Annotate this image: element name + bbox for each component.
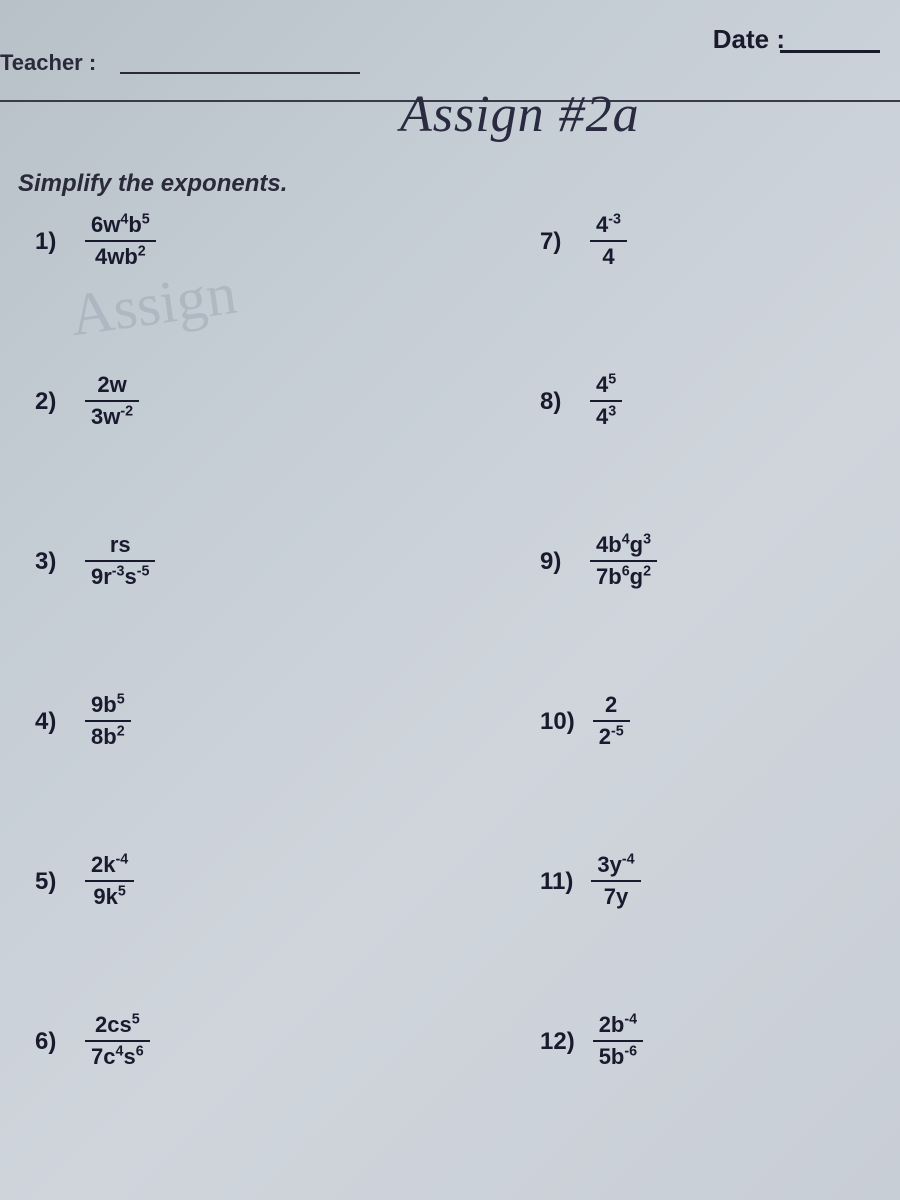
- date-label: Date :: [713, 24, 785, 55]
- fraction-numerator: 4b4g3: [590, 530, 657, 562]
- problem-number: 1): [35, 228, 67, 256]
- fraction-numerator: 3y-4: [591, 850, 640, 882]
- problem-row: 11) 3y-47y: [540, 850, 657, 1010]
- problem-row: 3) rs9r-3s-5: [35, 530, 156, 690]
- teacher-label: Teacher :: [0, 50, 96, 76]
- fraction-denominator: 5b-6: [593, 1042, 643, 1072]
- teacher-underline: [120, 72, 360, 74]
- fraction-numerator: 2k-4: [85, 850, 134, 882]
- fraction-numerator: 2w: [85, 370, 139, 402]
- fraction-denominator: 2-5: [593, 722, 630, 752]
- problem-row: 5) 2k-49k5: [35, 850, 156, 1010]
- problem-row: 10) 22-5: [540, 690, 657, 850]
- problem-number: 11): [540, 868, 573, 896]
- problem-row: 1) 6w4b54wb2: [35, 210, 156, 370]
- worksheet-page: Teacher : Date : Assign #2a Simplify the…: [0, 0, 900, 1200]
- problem-number: 10): [540, 708, 575, 736]
- fraction: 4-34: [590, 210, 627, 273]
- fraction-denominator: 7y: [591, 882, 640, 912]
- fraction-denominator: 9k5: [85, 882, 134, 912]
- fraction-denominator: 9r-3s-5: [85, 562, 155, 592]
- problem-row: 4) 9b58b2: [35, 690, 156, 850]
- fraction-numerator: 2: [593, 690, 630, 722]
- fraction-denominator: 4: [590, 242, 627, 272]
- problem-row: 8) 4543: [540, 370, 657, 530]
- fraction: 6w4b54wb2: [85, 210, 156, 273]
- problem-row: 6) 2cs57c4s6: [35, 1010, 156, 1170]
- fraction-numerator: 9b5: [85, 690, 131, 722]
- fraction-numerator: 4-3: [590, 210, 627, 242]
- problem-number: 5): [35, 868, 67, 896]
- problem-row: 12) 2b-45b-6: [540, 1010, 657, 1170]
- problem-number: 8): [540, 388, 572, 416]
- fraction: 4b4g37b6g2: [590, 530, 657, 593]
- fraction: 4543: [590, 370, 622, 433]
- fraction: 3y-47y: [591, 850, 640, 913]
- problem-number: 6): [35, 1028, 67, 1056]
- fraction: 2k-49k5: [85, 850, 134, 913]
- fraction-numerator: 6w4b5: [85, 210, 156, 242]
- fraction-denominator: 8b2: [85, 722, 131, 752]
- handwritten-title: Assign #2a: [400, 85, 640, 144]
- fraction-numerator: 45: [590, 370, 622, 402]
- fraction-denominator: 4wb2: [85, 242, 156, 272]
- fraction: 9b58b2: [85, 690, 131, 753]
- header-area: Teacher : Date : Assign #2a: [0, 30, 880, 170]
- instruction-text: Simplify the exponents.: [18, 170, 287, 198]
- problem-row: 2) 2w3w-2: [35, 370, 156, 530]
- fraction: 22-5: [593, 690, 630, 753]
- fraction-denominator: 3w-2: [85, 402, 139, 432]
- problem-number: 7): [540, 228, 572, 256]
- fraction-numerator: rs: [85, 530, 155, 562]
- fraction: rs9r-3s-5: [85, 530, 155, 593]
- problem-number: 2): [35, 388, 67, 416]
- problem-number: 9): [540, 548, 572, 576]
- fraction-denominator: 7b6g2: [590, 562, 657, 592]
- problem-number: 3): [35, 548, 67, 576]
- problem-row: 9) 4b4g37b6g2: [540, 530, 657, 690]
- left-column: 1) 6w4b54wb2 2) 2w3w-2 3) rs9r-3s-5 4) 9b58b2 5)…: [35, 210, 156, 1170]
- problem-number: 4): [35, 708, 67, 736]
- problem-number: 12): [540, 1028, 575, 1056]
- fraction: 2b-45b-6: [593, 1010, 643, 1073]
- fraction-denominator: 43: [590, 402, 622, 432]
- fraction-numerator: 2b-4: [593, 1010, 643, 1042]
- right-column: 7) 4-34 8) 4543 9) 4b4g37b6g2 10) 22-5 11) 3y-47y…: [540, 210, 657, 1170]
- problem-row: 7) 4-34: [540, 210, 657, 370]
- fraction-numerator: 2cs5: [85, 1010, 150, 1042]
- date-underline: [780, 50, 880, 53]
- fraction: 2cs57c4s6: [85, 1010, 150, 1073]
- fraction: 2w3w-2: [85, 370, 139, 433]
- fraction-denominator: 7c4s6: [85, 1042, 150, 1072]
